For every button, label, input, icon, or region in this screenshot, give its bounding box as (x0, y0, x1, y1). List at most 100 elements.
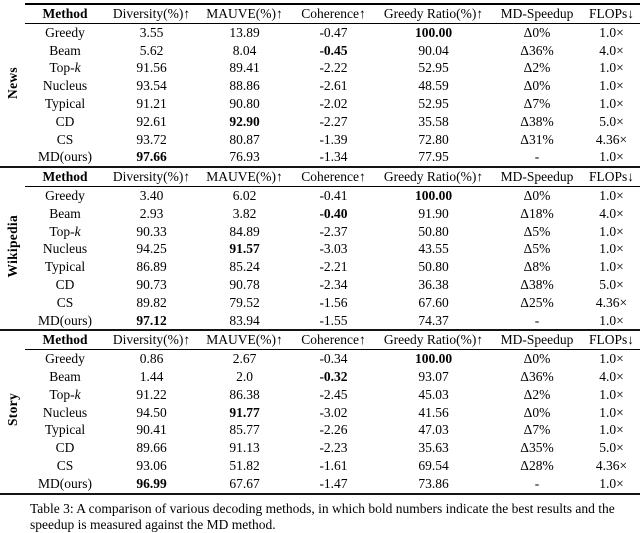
column-header: FLOPs↓ (583, 168, 640, 187)
value-cell: Δ2% (523, 60, 551, 76)
value-cell: 47.03 (418, 422, 449, 438)
table-row: Top-k 91.22 86.38 -2.45 45.03 Δ2% 1.0× (0, 386, 640, 404)
value-cell: 97.12 (136, 312, 167, 328)
value-cell: -2.34 (319, 276, 348, 292)
value-cell: -3.02 (319, 404, 348, 420)
table-row: Nucleus 94.50 91.77 -3.02 41.56 Δ0% 1.0× (0, 404, 640, 422)
column-header: Greedy Ratio(%)↑ (376, 4, 491, 24)
column-header: Method (25, 331, 105, 351)
value-cell: Δ18% (520, 205, 554, 221)
value-cell: 69.54 (418, 457, 449, 473)
value-cell: 43.55 (418, 241, 449, 257)
results-table-host: News Method Diversity(%)↑ MAUVE(%)↑ Coherenc… (0, 4, 640, 495)
table-row: Typical 91.21 90.80 -2.02 52.95 Δ7% 1.0× (0, 95, 640, 113)
value-cell: 91.90 (418, 205, 449, 221)
value-cell: 92.61 (136, 113, 167, 129)
value-cell: 1.0× (599, 149, 624, 165)
table-row: CD 90.73 90.78 -2.34 36.38 Δ38% 5.0× (0, 276, 640, 294)
value-cell: 94.50 (136, 404, 167, 420)
value-cell: Δ38% (520, 276, 554, 292)
value-cell: Δ36% (520, 368, 554, 384)
table-row: CD 89.66 91.13 -2.23 35.63 Δ35% 5.0× (0, 439, 640, 457)
value-cell: -1.61 (319, 457, 348, 473)
value-cell: 1.0× (599, 475, 624, 491)
section-label: Wikipedia (4, 215, 20, 278)
value-cell: -2.45 (319, 386, 348, 402)
value-cell: 76.93 (229, 149, 260, 165)
value-cell: 91.21 (136, 95, 167, 111)
table-top-rule (25, 3, 640, 4)
value-cell: 89.41 (229, 60, 260, 76)
value-cell: 90.78 (229, 276, 260, 292)
value-cell: -2.21 (319, 259, 348, 275)
method-cell: MD(ours) (38, 149, 92, 165)
results-table-news: News Method Diversity(%)↑ MAUVE(%)↑ Coherenc… (0, 4, 640, 166)
table-bottom-rule (0, 492, 640, 495)
value-cell: Δ0% (523, 24, 551, 40)
value-cell: 1.0× (599, 60, 624, 76)
table-row: Beam 5.62 8.04 -0.45 90.04 Δ36% 4.0× (0, 42, 640, 60)
value-cell: 2.67 (232, 351, 257, 367)
column-header: Coherence↑ (291, 331, 376, 351)
section-label: News (4, 66, 20, 99)
column-header: MAUVE(%)↑ (198, 168, 291, 187)
value-cell: Δ36% (520, 42, 554, 58)
section-label: Story (4, 393, 20, 427)
section-label-cell: Wikipedia (0, 168, 25, 329)
column-header: MD-Speedup (491, 4, 583, 24)
value-cell: 4.36× (595, 457, 628, 473)
table-row: MD(ours) 97.12 83.94 -1.55 74.37 - 1.0× (0, 312, 640, 330)
value-cell: 91.56 (136, 60, 167, 76)
column-header: Greedy Ratio(%)↑ (376, 168, 491, 187)
value-cell: 35.58 (418, 113, 449, 129)
method-cell: Typical (44, 422, 86, 438)
value-cell: -1.47 (319, 475, 348, 491)
value-cell: 4.0× (599, 205, 624, 221)
column-header: Coherence↑ (291, 168, 376, 187)
method-cell: MD(ours) (38, 312, 92, 328)
value-cell: 74.37 (418, 312, 449, 328)
table-row: CS 93.06 51.82 -1.61 69.54 Δ28% 4.36× (0, 457, 640, 475)
section-label-cell: Story (0, 331, 25, 492)
value-cell: -2.26 (319, 422, 348, 438)
column-header: FLOPs↓ (583, 4, 640, 24)
table-row: Beam 1.44 2.0 -0.32 93.07 Δ36% 4.0× (0, 368, 640, 386)
value-cell: 5.0× (599, 440, 624, 456)
value-cell: 100.00 (414, 187, 453, 203)
value-cell: 90.04 (418, 42, 449, 58)
value-cell: 67.60 (418, 294, 449, 310)
value-cell: 51.82 (229, 457, 260, 473)
method-cell: CS (56, 457, 74, 473)
value-cell: 1.0× (599, 223, 624, 239)
value-cell: 50.80 (418, 223, 449, 239)
value-cell: 1.0× (599, 95, 624, 111)
value-cell: 93.54 (136, 78, 167, 94)
value-cell: 90.33 (136, 223, 167, 239)
value-cell: 1.0× (599, 24, 624, 40)
value-cell: 3.55 (139, 24, 164, 40)
value-cell: 91.13 (229, 440, 260, 456)
value-cell: Δ35% (520, 440, 554, 456)
column-header: Diversity(%)↑ (105, 331, 198, 351)
value-cell: 45.03 (418, 386, 449, 402)
value-cell: 86.38 (229, 386, 260, 402)
value-cell: -2.61 (319, 78, 348, 94)
value-cell: -2.02 (319, 95, 348, 111)
value-cell: 4.0× (599, 42, 624, 58)
value-cell: Δ38% (520, 113, 554, 129)
column-header: MAUVE(%)↑ (198, 331, 291, 351)
table-row: CS 89.82 79.52 -1.56 67.60 Δ25% 4.36× (0, 294, 640, 312)
value-cell: Δ28% (520, 457, 554, 473)
value-cell: Δ0% (523, 78, 551, 94)
value-cell: 85.24 (229, 259, 260, 275)
value-cell: 91.22 (136, 386, 167, 402)
value-cell: 2.0 (236, 368, 253, 384)
value-cell: 2.93 (139, 205, 164, 221)
column-header: Method (25, 4, 105, 24)
column-header: FLOPs↓ (583, 331, 640, 351)
value-cell: -3.03 (319, 241, 348, 257)
column-header: Greedy Ratio(%)↑ (376, 331, 491, 351)
value-cell: 3.40 (139, 187, 164, 203)
value-cell: Δ8% (523, 259, 551, 275)
value-cell: 90.73 (136, 276, 167, 292)
